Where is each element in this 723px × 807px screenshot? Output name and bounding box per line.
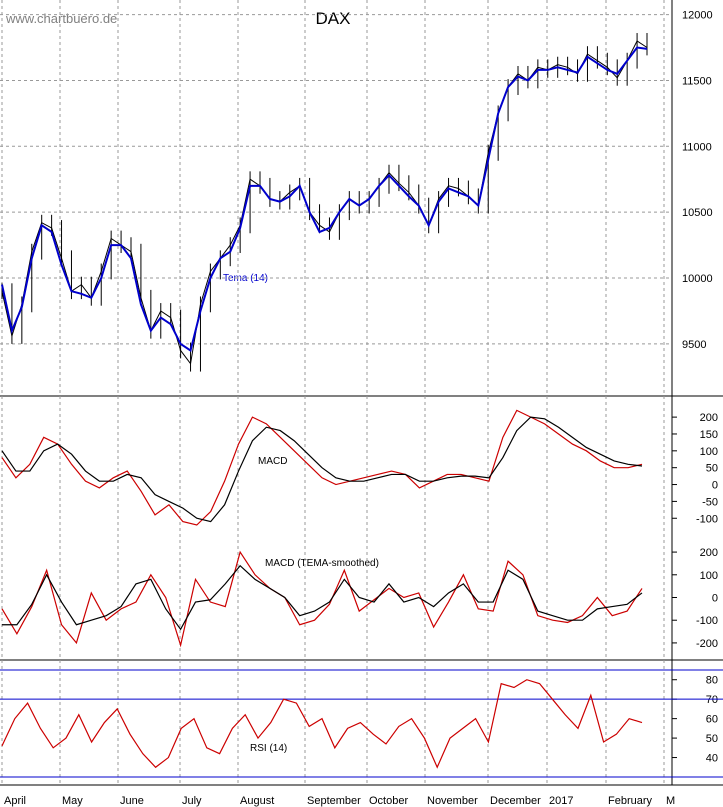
rsi-tick-label: 50 [706, 733, 718, 745]
month-label: December [490, 795, 541, 807]
watermark: www.chartbuero.de [5, 11, 117, 26]
month-label: September [307, 795, 361, 807]
rsi-label: RSI (14) [250, 743, 287, 754]
macd-tema-tick-label: -100 [696, 615, 718, 627]
macd-tema-tick-label: 200 [700, 547, 718, 559]
tema-line [1, 46, 648, 353]
macd-tick-label: 0 [712, 480, 718, 492]
macd-tick-label: 50 [706, 463, 718, 475]
macd-tema-label: MACD (TEMA-smoothed) [265, 558, 379, 569]
price-line [1, 40, 648, 365]
price-tick-label: 11500 [682, 75, 712, 87]
rsi-tick-label: 40 [706, 753, 718, 765]
macd-tick-label: 200 [700, 412, 718, 424]
macd-tema-series-line [2, 564, 643, 631]
macd-tick-label: -50 [702, 496, 718, 508]
macd-tema-tick-label: 0 [712, 593, 718, 605]
month-label: May [62, 795, 83, 807]
month-label: April [4, 795, 26, 807]
rsi-tick-label: 80 [706, 675, 718, 687]
macd-tema-series-line [1, 550, 643, 648]
month-label: August [240, 795, 274, 807]
price-tick-label: 11000 [682, 141, 712, 153]
month-label: 2017 [549, 795, 573, 807]
rsi-series-line [1, 679, 643, 769]
macd-label: MACD [258, 456, 287, 467]
month-label: November [427, 795, 478, 807]
chart-title: DAX [316, 9, 351, 28]
tema-label: Tema (14) [223, 273, 268, 284]
price-tick-label: 10000 [682, 273, 713, 285]
month-label: February [608, 795, 653, 807]
price-tick-label: 10500 [682, 207, 713, 219]
month-label: October [369, 795, 408, 807]
rsi-tick-label: 70 [706, 694, 718, 706]
rsi-tick-label: 60 [706, 714, 718, 726]
macd-tick-label: 100 [700, 446, 718, 458]
macd-series-line [1, 416, 643, 523]
macd-tick-label: -100 [696, 513, 718, 525]
macd-tick-label: 150 [700, 429, 718, 441]
macd-tema-tick-label: 100 [700, 570, 718, 582]
macd-tema-tick-label: -200 [696, 638, 718, 650]
month-label: M [666, 795, 675, 807]
month-label: July [182, 795, 202, 807]
price-tick-label: 12000 [682, 10, 713, 22]
price-tick-label: 9500 [682, 339, 706, 351]
month-label: June [120, 795, 144, 807]
